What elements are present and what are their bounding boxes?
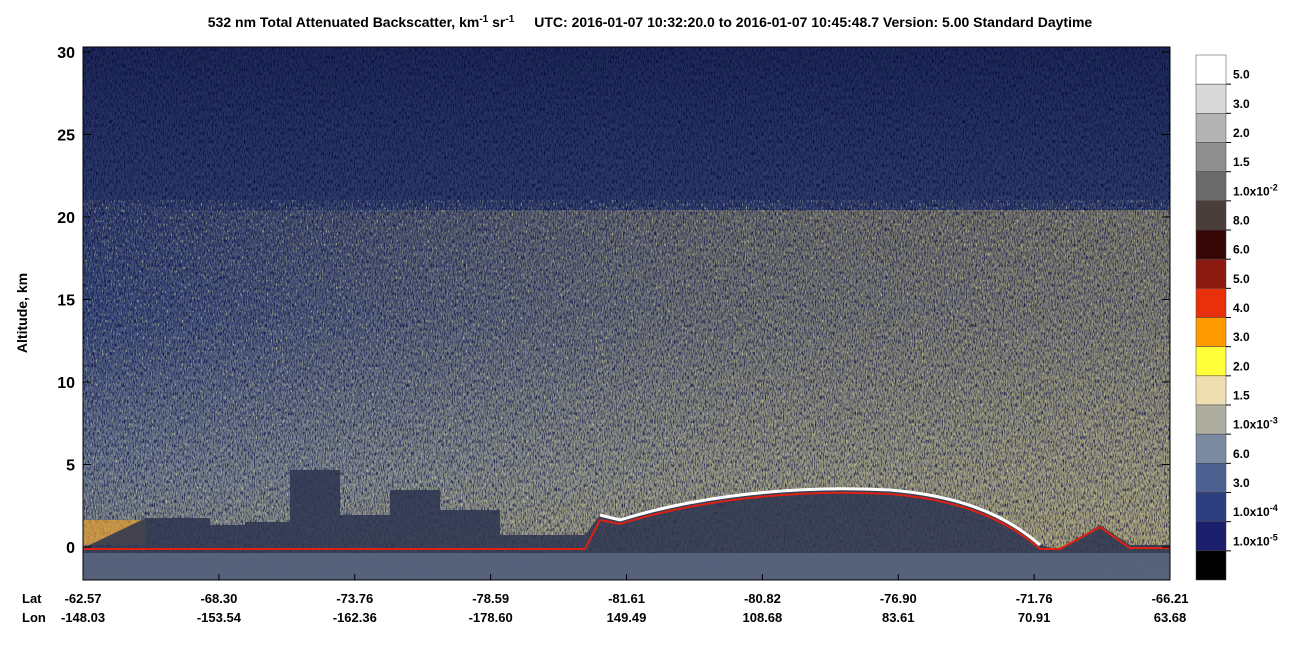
- colorbar-label-text: 1.0x10: [1233, 505, 1270, 519]
- colorbar-label-text: 1.0x10: [1233, 184, 1270, 198]
- x-tick-label: 70.91: [1018, 610, 1051, 625]
- colorbar-label-exponent: -5: [1270, 532, 1278, 542]
- backscatter-curtain: [83, 47, 1170, 580]
- colorbar-swatch: [1195, 550, 1227, 581]
- colorbar-label-text: 5.0: [1233, 272, 1250, 286]
- colorbar-swatch: [1195, 521, 1227, 552]
- colorbar-swatch: [1195, 433, 1227, 464]
- x-tick-label: -66.21: [1152, 591, 1189, 606]
- colorbar-label-exponent: -3: [1270, 416, 1278, 426]
- x-row-name: Lon: [22, 610, 46, 625]
- x-tick-label: -76.90: [880, 591, 917, 606]
- colorbar-label: 3.0: [1233, 330, 1250, 344]
- x-tick-label: 149.49: [607, 610, 647, 625]
- x-tick-label: -153.54: [197, 610, 242, 625]
- title-part: -1: [505, 14, 514, 25]
- colorbar-swatch: [1195, 229, 1227, 260]
- colorbar-swatch: [1195, 113, 1227, 143]
- colorbar-label: 1.5: [1233, 388, 1250, 402]
- y-tick-label: 20: [57, 210, 75, 227]
- colorbar-label: 3.0: [1233, 97, 1250, 111]
- colorbar-label: 4.0: [1233, 301, 1250, 315]
- colorbar-label-exponent: -4: [1270, 503, 1278, 513]
- x-row-name: Lat: [22, 591, 42, 606]
- colorbar-swatch: [1195, 375, 1227, 406]
- colorbar-label-text: 4.0: [1233, 301, 1250, 315]
- x-tick-label: -148.03: [61, 610, 105, 625]
- colorbar-swatch: [1195, 200, 1227, 231]
- x-tick-label: -162.36: [333, 610, 377, 625]
- colorbar-label: 5.0: [1233, 272, 1250, 286]
- colorbar-label-exponent: -2: [1270, 182, 1278, 192]
- colorbar-swatch: [1195, 258, 1227, 289]
- colorbar-label: 1.0x10-3: [1233, 416, 1278, 432]
- colorbar-label-text: 2.0: [1233, 126, 1250, 140]
- colorbar-label: 8.0: [1233, 213, 1250, 227]
- x-tick-label: 63.68: [1154, 610, 1187, 625]
- y-axis-label: Altitude, km: [14, 273, 30, 353]
- colorbar-swatch: [1195, 404, 1227, 435]
- y-tick-label: 0: [66, 540, 75, 557]
- colorbar-label-text: 3.0: [1233, 476, 1250, 490]
- title-part: UTC: 2016-01-07 10:32:20.0 to 2016-01-07…: [534, 14, 1092, 30]
- colorbar-label: 1.0x10-5: [1233, 532, 1278, 548]
- x-tick-label: -78.59: [472, 591, 509, 606]
- colorbar-label: 1.0x10-2: [1233, 182, 1278, 198]
- colorbar-label-text: 1.0x10: [1233, 534, 1270, 548]
- colorbar-label-text: 2.0: [1233, 359, 1250, 373]
- colorbar-swatch: [1195, 288, 1227, 318]
- colorbar-label-text: 3.0: [1233, 97, 1250, 111]
- colorbar-label-text: 1.0x10: [1233, 418, 1270, 432]
- colorbar-swatch: [1195, 83, 1227, 114]
- colorbar-label-text: 1.5: [1233, 388, 1250, 402]
- colorbar-label: 5.0: [1233, 68, 1250, 82]
- colorbar-label: 6.0: [1233, 243, 1250, 257]
- colorbar-swatch: [1195, 142, 1227, 172]
- y-tick-label: 30: [57, 45, 75, 62]
- colorbar-label-text: 6.0: [1233, 447, 1250, 461]
- colorbar-label: 2.0: [1233, 359, 1250, 373]
- colorbar-label-text: 5.0: [1233, 68, 1250, 82]
- x-tick-label: -73.76: [336, 591, 373, 606]
- chart-title: 532 nm Total Attenuated Backscatter, km-…: [208, 14, 1093, 31]
- x-tick-label: -81.61: [608, 591, 645, 606]
- colorbar-label: 3.0: [1233, 476, 1250, 490]
- y-tick-label: 15: [57, 292, 75, 309]
- title-part: 532 nm Total Attenuated Backscatter, km: [208, 14, 480, 30]
- colorbar-label-text: 1.5: [1233, 155, 1250, 169]
- colorbar-swatch: [1195, 346, 1227, 377]
- colorbar-label-text: 6.0: [1233, 243, 1250, 257]
- x-tick-label: -62.57: [65, 591, 102, 606]
- x-tick-label: -71.76: [1016, 591, 1053, 606]
- x-tick-label: 83.61: [882, 610, 915, 625]
- colorbar-swatch: [1195, 317, 1227, 347]
- colorbar-label: 6.0: [1233, 447, 1250, 461]
- colorbar-label: 1.0x10-4: [1233, 503, 1278, 519]
- colorbar-label: 2.0: [1233, 126, 1250, 140]
- title-part: sr: [488, 14, 506, 30]
- colorbar-label-text: 3.0: [1233, 330, 1250, 344]
- y-tick-label: 10: [57, 375, 75, 392]
- x-tick-label: -68.30: [200, 591, 237, 606]
- colorbar-label: 1.5: [1233, 155, 1250, 169]
- title-part: -1: [479, 14, 488, 25]
- x-tick-label: -178.60: [469, 610, 513, 625]
- colorbar-swatch: [1195, 171, 1227, 202]
- x-tick-label: 108.68: [742, 610, 782, 625]
- colorbar-swatch: [1195, 492, 1227, 522]
- colorbar-swatch: [1195, 463, 1227, 493]
- y-tick-label: 25: [57, 127, 75, 144]
- y-tick-label: 5: [66, 457, 75, 474]
- colorbar-label-text: 8.0: [1233, 213, 1250, 227]
- x-tick-label: -80.82: [744, 591, 781, 606]
- colorbar-swatch: [1195, 54, 1227, 85]
